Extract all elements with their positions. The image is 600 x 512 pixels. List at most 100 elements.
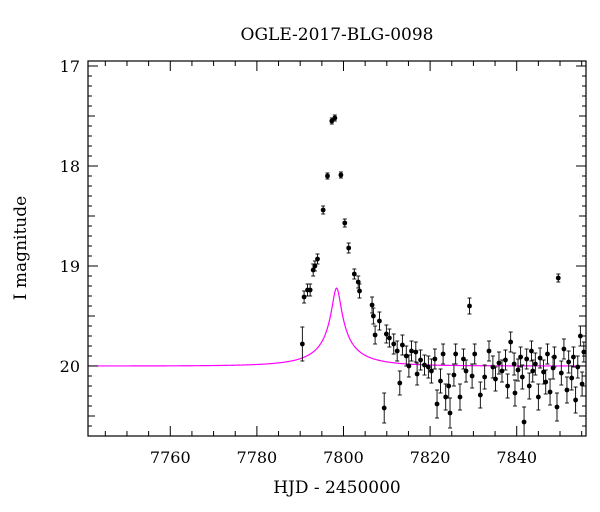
model-curve (88, 287, 586, 367)
data-point (482, 364, 488, 390)
point-marker (307, 287, 313, 293)
point-marker (543, 379, 549, 385)
point-marker (511, 361, 517, 367)
data-point (486, 340, 492, 362)
data-point (438, 368, 443, 394)
data-point (463, 359, 469, 383)
point-marker (301, 294, 307, 300)
point-marker (425, 364, 431, 370)
data-point (508, 331, 514, 353)
point-marker (581, 349, 586, 355)
point-marker (432, 356, 438, 362)
point-marker (569, 375, 575, 381)
point-marker (515, 367, 521, 373)
point-marker (558, 370, 564, 376)
point-marker (493, 376, 498, 382)
point-marker (447, 410, 453, 416)
data-point (558, 360, 564, 386)
data-point (320, 205, 326, 215)
data-point (446, 373, 452, 399)
point-marker (566, 359, 572, 365)
data-point (511, 352, 517, 376)
point-marker (541, 369, 546, 375)
data-point (521, 406, 527, 436)
y-tick-label: 18 (60, 157, 80, 176)
data-point (342, 218, 348, 228)
data-point (555, 273, 561, 283)
point-marker (554, 404, 560, 410)
point-marker (469, 373, 475, 379)
x-tick-label: 7840 (496, 448, 537, 467)
data-point (561, 338, 567, 360)
x-tick-label: 7780 (237, 448, 278, 467)
point-marker (422, 362, 427, 368)
point-marker (443, 394, 449, 400)
point-marker (561, 346, 567, 352)
data-point (372, 325, 378, 345)
data-point (545, 343, 550, 365)
point-marker (377, 318, 382, 324)
point-marker (477, 392, 483, 398)
point-marker (529, 348, 534, 354)
data-point (357, 283, 362, 299)
data-point (505, 373, 511, 399)
data-point (519, 364, 525, 390)
point-marker (381, 405, 387, 411)
point-marker (438, 378, 443, 384)
data-point (315, 253, 320, 265)
data-point (418, 349, 423, 371)
data-point (453, 343, 459, 365)
point-marker (413, 349, 419, 355)
data-point (503, 349, 508, 371)
data-point (351, 268, 357, 280)
point-marker (486, 348, 492, 354)
point-marker (503, 357, 508, 363)
data-point (307, 283, 313, 297)
point-marker (551, 354, 557, 360)
point-marker (457, 394, 463, 400)
point-marker (369, 302, 375, 308)
data-point (467, 297, 472, 315)
data-point (535, 383, 541, 411)
point-marker (512, 390, 518, 396)
point-marker (577, 333, 583, 339)
point-marker (312, 263, 318, 269)
chart-title: OGLE-2017-BLG-0098 (241, 25, 434, 45)
data-point (530, 359, 536, 383)
data-point (394, 340, 400, 362)
point-marker (472, 351, 478, 357)
data-point (547, 378, 553, 406)
data-point (414, 362, 420, 386)
data-point (299, 326, 305, 362)
point-marker (524, 356, 530, 362)
point-marker (451, 372, 457, 378)
point-marker (575, 364, 581, 370)
data-point (399, 334, 405, 356)
y-tick-label: 20 (60, 357, 80, 376)
data-point (391, 333, 397, 355)
point-marker (346, 245, 352, 251)
point-marker (555, 275, 561, 281)
point-marker (325, 173, 330, 179)
data-point (429, 358, 434, 384)
data-point (577, 325, 583, 347)
y-axis-label: I magnitude (11, 196, 31, 300)
data-point (413, 341, 419, 363)
data-point (571, 346, 576, 368)
data-point (515, 358, 521, 382)
x-tick-label: 7760 (150, 448, 191, 467)
data-point (566, 350, 572, 374)
data-point (425, 355, 431, 379)
point-marker (530, 368, 536, 374)
data-point (451, 363, 457, 387)
data-point (469, 363, 475, 389)
point-marker (505, 383, 511, 389)
point-marker (357, 288, 362, 294)
data-point (554, 392, 560, 422)
data-point (573, 386, 579, 414)
data-point (524, 348, 530, 370)
point-marker (338, 172, 344, 178)
point-marker (370, 313, 376, 319)
data-point (332, 114, 338, 122)
data-point (569, 365, 575, 391)
